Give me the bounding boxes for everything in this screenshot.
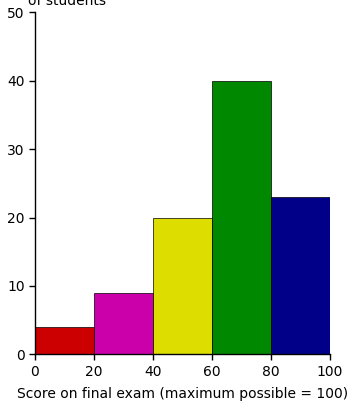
Bar xyxy=(153,217,212,354)
Bar xyxy=(94,293,153,354)
X-axis label: Score on final exam (maximum possible = 100): Score on final exam (maximum possible = … xyxy=(17,387,348,401)
Text: Number
of students: Number of students xyxy=(28,0,106,9)
Bar xyxy=(35,327,94,354)
Bar xyxy=(212,81,271,354)
Bar xyxy=(271,197,330,354)
